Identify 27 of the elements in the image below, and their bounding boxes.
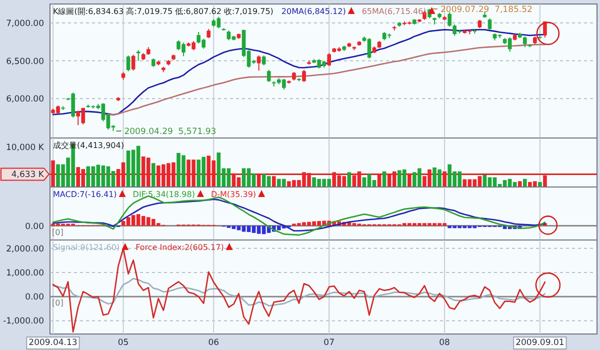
y-tick-label: -1,000.00 xyxy=(3,316,44,327)
ref-line-label: [0] xyxy=(52,298,64,308)
y-tick-label: 7,000.00 xyxy=(6,18,44,29)
text: 20MA(6,845.12) xyxy=(281,7,346,16)
y-tick-label: 6,500.00 xyxy=(6,56,44,67)
ref-line-label: [0] xyxy=(52,228,64,237)
x-tick-label: 2009.09.01 xyxy=(516,338,564,348)
text: D-M(35.39) xyxy=(210,190,256,199)
y-tick-label: 2,000.00 xyxy=(6,244,44,254)
text: MACD:7(-16.41) xyxy=(53,190,117,199)
text: Signal:9(121.60) xyxy=(53,243,120,252)
chart-title: K線圖(開:6,834.63 高:7,019.75 低:6,807.62 收:7,019.75) xyxy=(53,7,274,16)
text: 65MA(6,715.46) xyxy=(362,7,426,16)
y-tick-label: 6,000.00 xyxy=(6,94,44,105)
series-label: DIF:5.34(18.98) xyxy=(132,190,195,199)
y-tick-label: 10,000 K xyxy=(6,143,44,154)
x-tick-label: 07 xyxy=(324,338,335,348)
legend-label: Force Index:2(605.17) xyxy=(136,243,224,252)
y-tick-label: 0.00 xyxy=(25,292,44,303)
annotation: 2009.04.29 5,571.93 xyxy=(124,127,216,138)
x-tick-label: 06 xyxy=(208,338,220,348)
x-tick-label: 08 xyxy=(439,338,450,348)
y-tick-label: 1,000.00 xyxy=(6,268,44,279)
annotation: 2009.07.29 7,185.52 xyxy=(440,4,532,15)
y-tick-label: 4,633 K xyxy=(11,170,44,180)
x-tick-label: 2009.04.13 xyxy=(28,338,78,348)
x-tick-label: 05 xyxy=(118,338,129,348)
